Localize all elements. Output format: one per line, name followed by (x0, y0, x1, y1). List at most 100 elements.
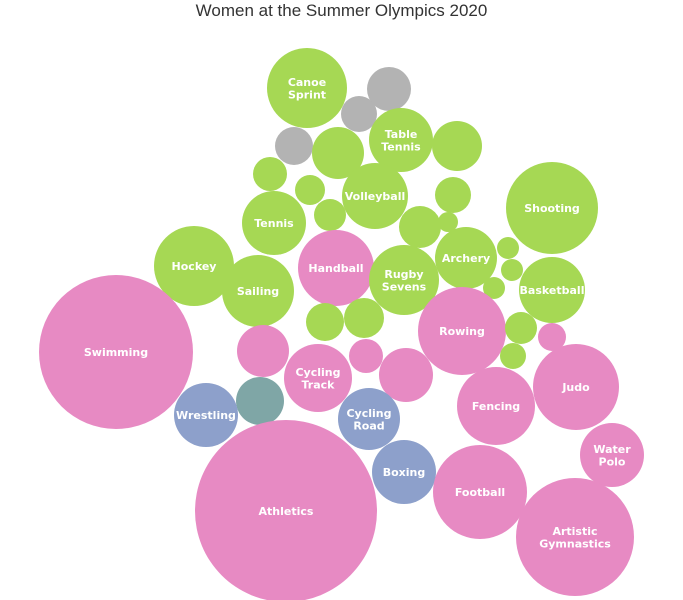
bubble-canoe-sprint (267, 48, 347, 128)
bubble-unlabeled-37 (236, 377, 284, 425)
bubble-label-boxing: Boxing (383, 466, 426, 479)
bubble-label-line: Basketball (520, 284, 585, 297)
bubble-label-tennis: Tennis (254, 217, 294, 230)
chart-title: Women at the Summer Olympics 2020 (195, 1, 488, 20)
bubble-label-line: Road (353, 419, 384, 432)
bubble-label-rowing: Rowing (439, 325, 485, 338)
bubble-table-tennis (369, 108, 433, 172)
bubble-label-handball: Handball (308, 262, 363, 275)
bubble-label-water-polo: Water Polo (593, 443, 631, 469)
bubble-unlabeled-28 (505, 312, 537, 344)
bubble-label-football: Football (455, 486, 505, 499)
bubble-label-athletics: Athletics (259, 505, 314, 518)
bubble-boxing (372, 440, 436, 504)
bubble-archery (435, 227, 497, 289)
bubble-label-line: Tennis (381, 140, 421, 153)
bubble-wrestling (174, 383, 238, 447)
bubble-label-rugby-sevens: Rugby Sevens (382, 268, 427, 294)
bubble-label-line: Football (455, 486, 505, 499)
bubble-unlabeled-32 (237, 325, 289, 377)
bubble-basketball (519, 257, 585, 323)
bubble-unlabeled-26 (344, 298, 384, 338)
bubble-unlabeled-1 (367, 67, 411, 111)
bubble-shooting (506, 162, 598, 254)
bubble-unlabeled-9 (295, 175, 325, 205)
bubble-label-table-tennis: Table Tennis (381, 128, 421, 154)
bubble-unlabeled-23 (483, 277, 505, 299)
bubble-label-volleyball: Volleyball (345, 190, 405, 203)
bubble-label-line: Canoe (288, 76, 326, 89)
bubble-label-line: Rowing (439, 325, 485, 338)
bubble-label-line: Cycling (346, 407, 391, 420)
bubble-label-sailing: Sailing (237, 285, 279, 298)
bubble-label-line: Sprint (288, 88, 326, 101)
bubble-label-line: Artistic (552, 525, 597, 538)
bubble-hockey (154, 226, 234, 306)
bubble-fencing (457, 367, 535, 445)
bubble-label-line: Gymnastics (539, 537, 611, 550)
bubble-label-line: Fencing (472, 400, 520, 413)
bubble-unlabeled-10 (435, 177, 471, 213)
bubble-sailing (222, 255, 294, 327)
bubble-handball (298, 230, 374, 306)
bubble-athletics (195, 420, 377, 600)
bubble-tennis (242, 191, 306, 255)
bubble-unlabeled-12 (314, 199, 346, 231)
bubble-volleyball (342, 163, 408, 229)
bubble-label-line: Sevens (382, 280, 427, 293)
bubble-label-cycling-track: Cycling Track (295, 366, 340, 392)
bubble-cycling-road (338, 388, 400, 450)
bubble-label-line: Archery (442, 252, 490, 265)
bubble-label-basketball: Basketball (520, 284, 585, 297)
bubble-label-line: Table (385, 128, 418, 141)
bubble-rowing (418, 287, 506, 375)
bubble-label-swimming: Swimming (84, 346, 148, 359)
bubble-label-artistic-gymnastics: Artistic Gymnastics (539, 525, 611, 551)
bubble-unlabeled-6 (432, 121, 482, 171)
bubble-cycling-track (284, 344, 352, 412)
bubble-label-wrestling: Wrestling (176, 409, 236, 422)
bubble-unlabeled-33 (349, 339, 383, 373)
bubble-unlabeled-7 (253, 157, 287, 191)
bubble-label-line: Wrestling (176, 409, 236, 422)
bubble-unlabeled-5 (312, 127, 364, 179)
bubble-label-line: Judo (561, 381, 590, 394)
bubble-label-shooting: Shooting (524, 202, 580, 215)
bubble-unlabeled-30 (500, 343, 526, 369)
bubble-unlabeled-29 (538, 323, 566, 351)
bubble-label-line: Handball (308, 262, 363, 275)
bubble-label-line: Swimming (84, 346, 148, 359)
bubble-judo (533, 344, 619, 430)
bubble-unlabeled-25 (306, 303, 344, 341)
bubble-label-line: Rugby (384, 268, 423, 281)
bubble-label-line: Boxing (383, 466, 426, 479)
bubble-unlabeled-15 (438, 212, 458, 232)
bubble-unlabeled-2 (341, 96, 377, 132)
bubble-unlabeled-3 (275, 127, 313, 165)
bubble-label-fencing: Fencing (472, 400, 520, 413)
bubble-label-line: Tennis (254, 217, 294, 230)
bubble-unlabeled-22 (501, 259, 523, 281)
bubble-label-line: Volleyball (345, 190, 405, 203)
bubble-label-line: Cycling (295, 366, 340, 379)
bubble-label-line: Hockey (172, 260, 217, 273)
bubble-artistic-gymnastics (516, 478, 634, 596)
bubble-label-judo: Judo (561, 381, 590, 394)
bubble-label-line: Sailing (237, 285, 279, 298)
bubble-unlabeled-35 (379, 348, 433, 402)
bubble-label-cycling-road: Cycling Road (346, 407, 391, 433)
bubble-water-polo (580, 423, 644, 487)
bubble-label-hockey: Hockey (172, 260, 217, 273)
bubble-label-archery: Archery (442, 252, 490, 265)
bubble-swimming (39, 275, 193, 429)
bubble-football (433, 445, 527, 539)
bubble-label-line: Track (302, 378, 336, 391)
bubble-rugby-sevens (369, 245, 439, 315)
bubble-label-line: Polo (599, 455, 626, 468)
bubble-label-line: Water (593, 443, 631, 456)
bubble-label-line: Shooting (524, 202, 580, 215)
bubble-unlabeled-21 (497, 237, 519, 259)
bubble-label-line: Athletics (259, 505, 314, 518)
bubble-unlabeled-14 (399, 206, 441, 248)
